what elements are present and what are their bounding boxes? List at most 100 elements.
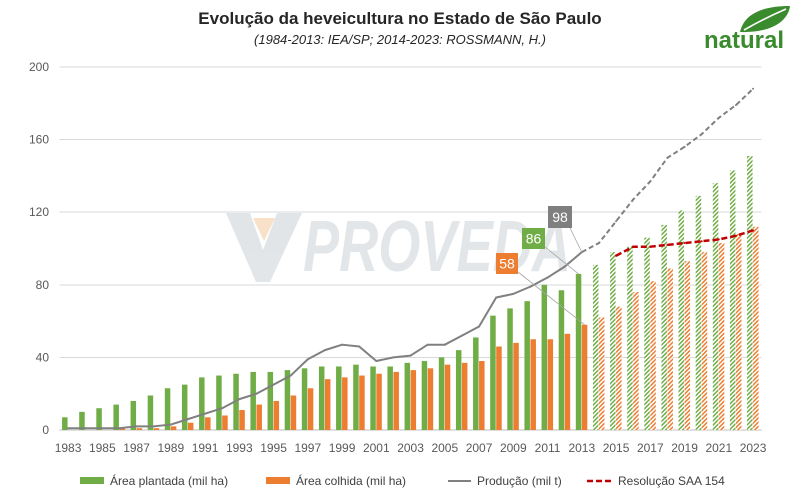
x-tick-label-2023: 2023 bbox=[740, 441, 767, 455]
bar-area-colhida-2003 bbox=[410, 370, 417, 430]
bar-area-colhida-2022 bbox=[735, 233, 742, 430]
point-resolucao-saa-154-2016 bbox=[632, 245, 635, 248]
legend-marker-area-plantada bbox=[80, 477, 104, 484]
point-producao-2010 bbox=[529, 285, 532, 288]
point-resolucao-saa-154-2019 bbox=[683, 242, 686, 245]
bar-area-plantada-2014 bbox=[592, 264, 599, 430]
x-tick-label-1991: 1991 bbox=[192, 441, 219, 455]
bar-area-colhida-2017 bbox=[650, 281, 656, 430]
data-label-area-plantada: 86 bbox=[526, 231, 542, 247]
legend-label-resolucao-saa-154: Resolução SAA 154 bbox=[618, 474, 725, 488]
bar-area-colhida-2009 bbox=[513, 342, 519, 430]
x-tick-label-1987: 1987 bbox=[123, 441, 150, 455]
bar-area-plantada-2019 bbox=[678, 210, 685, 430]
point-producao-1991 bbox=[204, 412, 207, 415]
bar-area-plantada-1983 bbox=[62, 417, 68, 431]
point-producao-2012 bbox=[563, 265, 566, 268]
bar-area-colhida-1992 bbox=[222, 415, 228, 430]
point-producao-2015 bbox=[615, 220, 618, 223]
bar-area-plantada-2016 bbox=[627, 246, 633, 430]
data-label-leader-producao bbox=[569, 227, 583, 253]
x-tick-label-2007: 2007 bbox=[466, 441, 493, 455]
bar-area-colhida-2001 bbox=[376, 373, 382, 431]
point-resolucao-saa-154-2018 bbox=[666, 243, 669, 246]
bar-area-plantada-1998 bbox=[318, 366, 325, 430]
bar-area-colhida-1998 bbox=[324, 379, 331, 430]
bar-area-plantada-1984 bbox=[79, 411, 85, 430]
x-tick-label-1989: 1989 bbox=[157, 441, 184, 455]
point-producao-1996 bbox=[289, 374, 292, 377]
point-producao-2001 bbox=[375, 360, 378, 363]
bar-area-plantada-2009 bbox=[507, 308, 513, 430]
bar-area-plantada-2011 bbox=[541, 284, 548, 430]
proveda-logo-shape bbox=[226, 213, 302, 282]
bar-area-plantada-2002 bbox=[387, 366, 393, 430]
data-label-leader-area-colhida bbox=[517, 271, 585, 326]
point-resolucao-saa-154-2017 bbox=[649, 245, 652, 248]
point-resolucao-saa-154-2020 bbox=[700, 240, 703, 243]
legend-item-area-colhida: Área colhida (mil ha) bbox=[266, 473, 406, 488]
point-producao-2009 bbox=[512, 292, 515, 295]
legend-label-area-plantada: Área plantada (mil ha) bbox=[110, 473, 228, 488]
point-producao-2019 bbox=[683, 145, 686, 148]
data-label-box-area-plantada bbox=[522, 228, 545, 249]
data-label-area-colhida: 58 bbox=[499, 256, 515, 272]
point-producao-1984 bbox=[84, 427, 87, 430]
point-producao-2006 bbox=[460, 334, 463, 337]
point-producao-2017 bbox=[649, 180, 652, 183]
bar-area-plantada-2007 bbox=[473, 337, 479, 430]
bar-area-colhida-1990 bbox=[187, 422, 194, 430]
bar-area-colhida-2018 bbox=[667, 268, 673, 430]
point-producao-2011 bbox=[546, 276, 549, 279]
line-resolucao-saa-154 bbox=[615, 229, 754, 257]
bar-area-colhida-1987 bbox=[136, 428, 143, 430]
point-producao-1989 bbox=[169, 423, 172, 426]
bar-area-colhida-2014 bbox=[598, 317, 605, 430]
point-producao-1986 bbox=[118, 427, 121, 430]
chart-title: Evolução da heveicultura no Estado de Sã… bbox=[198, 9, 601, 28]
bar-area-plantada-1996 bbox=[284, 370, 291, 430]
point-producao-2000 bbox=[358, 345, 361, 348]
point-producao-2003 bbox=[409, 354, 412, 357]
bar-area-colhida-2020 bbox=[701, 252, 708, 430]
legend-marker-area-colhida bbox=[266, 477, 290, 484]
bar-area-plantada-1990 bbox=[181, 384, 188, 431]
point-producao-2008 bbox=[495, 296, 498, 299]
bar-area-colhida-2011 bbox=[547, 339, 554, 430]
bar-area-colhida-2016 bbox=[633, 292, 639, 430]
y-tick-label-40: 40 bbox=[36, 350, 50, 364]
point-producao-1988 bbox=[152, 425, 155, 428]
bar-area-plantada-2021 bbox=[712, 183, 719, 430]
bar-area-colhida-2012 bbox=[564, 333, 571, 430]
bar-area-colhida-2008 bbox=[496, 346, 502, 430]
point-producao-2007 bbox=[478, 325, 481, 328]
y-tick-label-120: 120 bbox=[29, 205, 49, 219]
point-resolucao-saa-154-2015 bbox=[615, 254, 618, 257]
x-tick-label-2011: 2011 bbox=[535, 441, 561, 455]
bar-area-colhida-1995 bbox=[273, 400, 280, 430]
point-producao-2020 bbox=[700, 133, 703, 136]
proveda-logo-triangle bbox=[253, 218, 275, 241]
point-producao-1985 bbox=[101, 427, 104, 430]
x-tick-label-2021: 2021 bbox=[705, 441, 732, 455]
data-label-producao: 98 bbox=[552, 209, 568, 225]
bar-area-plantada-2005 bbox=[438, 357, 445, 430]
point-producao-2004 bbox=[426, 343, 429, 346]
bar-area-plantada-2023 bbox=[747, 155, 753, 430]
bar-area-colhida-1991 bbox=[205, 417, 211, 431]
y-tick-label-0: 0 bbox=[42, 423, 49, 437]
logo: natural bbox=[704, 6, 790, 54]
bar-area-colhida-2010 bbox=[530, 339, 536, 430]
legend-item-resolucao-saa-154: Resolução SAA 154 bbox=[587, 474, 725, 488]
x-tick-label-2009: 2009 bbox=[500, 441, 527, 455]
bar-area-plantada-1992 bbox=[216, 375, 222, 430]
bar-area-colhida-1996 bbox=[290, 395, 297, 430]
bar-area-plantada-1999 bbox=[336, 366, 342, 430]
x-tick-label-2019: 2019 bbox=[671, 441, 698, 455]
point-producao-1994 bbox=[255, 392, 258, 395]
bar-area-plantada-2015 bbox=[610, 252, 616, 430]
point-resolucao-saa-154-2022 bbox=[734, 234, 737, 237]
lines bbox=[67, 87, 755, 430]
bar-area-plantada-1995 bbox=[267, 371, 274, 430]
